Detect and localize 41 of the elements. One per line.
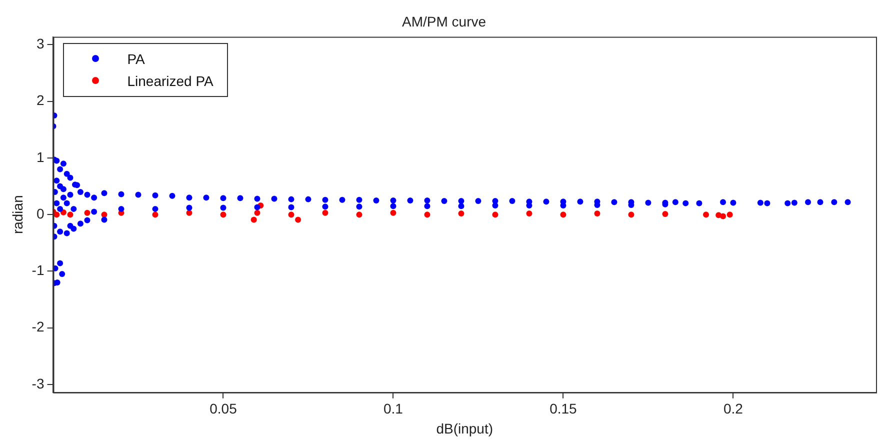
- y-tick-label: 1: [36, 148, 44, 165]
- point: [458, 210, 464, 216]
- point: [526, 210, 532, 216]
- point: [703, 212, 710, 218]
- y-tick-label: -2: [32, 318, 44, 335]
- point: [254, 210, 260, 216]
- point: [250, 216, 257, 223]
- x-axis-title: dB(input): [436, 420, 494, 436]
- point: [322, 210, 328, 216]
- point: [594, 210, 600, 216]
- point: [720, 213, 726, 220]
- y-axis-title: radian: [9, 195, 26, 234]
- point: [152, 212, 158, 218]
- y-tick-label: 3: [36, 36, 44, 52]
- x-tick-label: 0.05: [210, 400, 238, 417]
- point: [390, 210, 396, 216]
- point: [101, 212, 108, 218]
- x-tick-label: 0.15: [550, 400, 578, 417]
- legend-label: PA: [127, 50, 145, 67]
- y-tick-label: -3: [32, 375, 44, 392]
- point: [288, 212, 294, 218]
- point: [220, 212, 226, 218]
- point: [424, 212, 430, 218]
- point: [186, 210, 192, 216]
- point: [662, 211, 668, 218]
- chart-title: AM/PM curve: [402, 13, 486, 30]
- x-tick-label: 0.1: [383, 400, 404, 417]
- point: [726, 212, 733, 218]
- y-tick-label: 2: [36, 92, 44, 108]
- point: [54, 212, 60, 218]
- y-tick-label: -1: [32, 262, 44, 278]
- point: [84, 210, 90, 216]
- point: [492, 212, 498, 218]
- point: [560, 212, 566, 218]
- point: [356, 212, 362, 218]
- y-tick-label: 0: [36, 205, 44, 222]
- point: [295, 216, 302, 223]
- point: [67, 212, 74, 218]
- x-tick-label: 0.2: [723, 400, 744, 417]
- legend-label: Linearized PA: [127, 72, 214, 89]
- point: [628, 212, 634, 218]
